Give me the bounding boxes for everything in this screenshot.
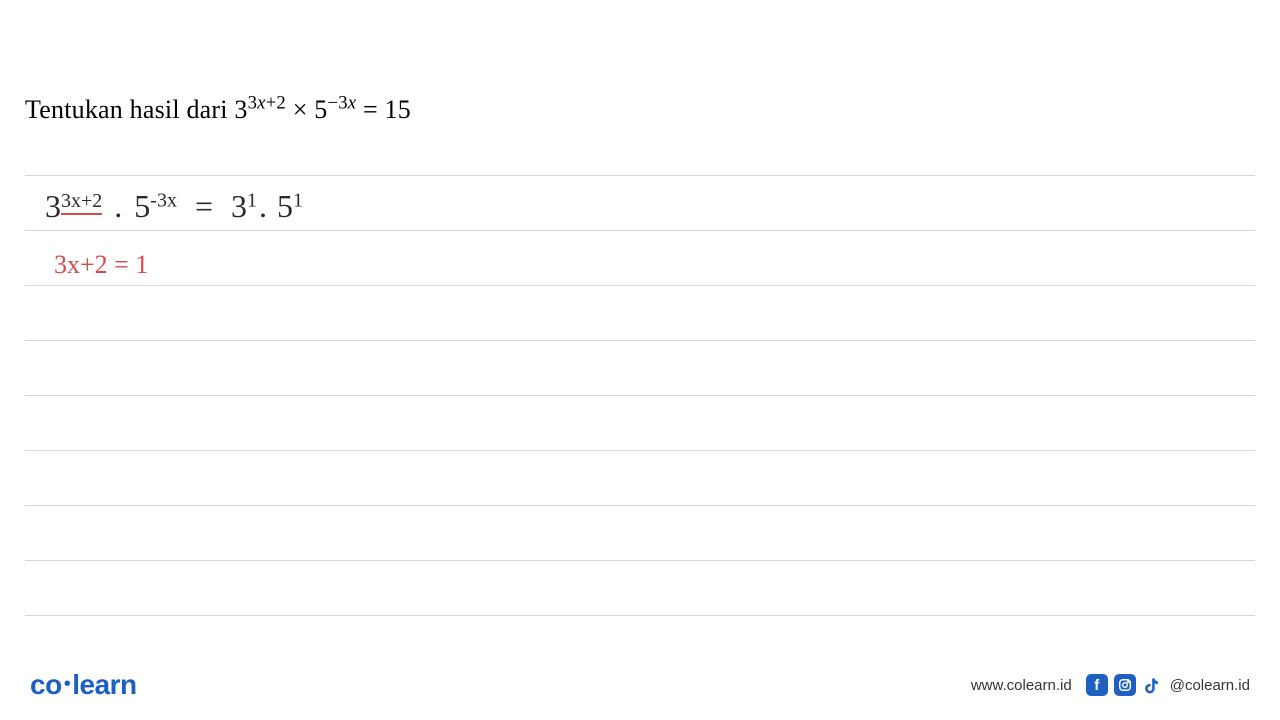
problem-statement: Tentukan hasil dari 33x+2 × 5−3x = 15: [0, 0, 1280, 125]
ruled-line: [25, 395, 1255, 396]
ruled-line: [25, 340, 1255, 341]
problem-prefix: Tentukan hasil dari: [25, 95, 234, 124]
handwriting-step-2: 3x+2 = 1: [54, 250, 148, 280]
exponent-1: 3x+2: [248, 92, 286, 113]
hw-base2: 5: [134, 188, 150, 224]
hw-dot1: .: [106, 188, 130, 224]
ruled-line: [25, 285, 1255, 286]
facebook-icon: f: [1086, 674, 1108, 696]
hw-eq: =: [187, 188, 221, 224]
hw-dot2: .: [259, 188, 275, 224]
exponent-2: −3x: [327, 92, 356, 113]
hw-exp1: 3x+2: [61, 190, 102, 215]
problem-text: Tentukan hasil dari 33x+2 × 5−3x = 15: [25, 95, 1255, 125]
ruled-line: [25, 505, 1255, 506]
base-2: 5: [314, 95, 327, 124]
logo-dot: •: [64, 673, 71, 695]
hw-exp4: 1: [293, 190, 303, 212]
ruled-line: [25, 615, 1255, 616]
hw-exp2: -3x: [150, 190, 177, 212]
instagram-icon: [1114, 674, 1136, 696]
hw-exp3: 1: [247, 190, 257, 212]
ruled-line: [25, 450, 1255, 451]
hw-base4: 5: [277, 188, 293, 224]
base-1: 3: [234, 95, 247, 124]
logo-co: co: [30, 669, 62, 700]
handwriting-step-1: 33x+2 . 5-3x = 31. 51: [45, 188, 303, 225]
equals-rhs: = 15: [356, 95, 411, 124]
tiktok-icon: [1142, 675, 1162, 695]
ruled-line: [25, 230, 1255, 231]
website-url: www.colearn.id: [971, 677, 1072, 694]
social-icons: f @colearn.id: [1086, 674, 1250, 696]
logo-learn: learn: [72, 669, 136, 700]
ruled-line: [25, 560, 1255, 561]
footer-right: www.colearn.id f @colearn.id: [971, 674, 1250, 696]
colearn-logo: co•learn: [30, 669, 137, 701]
lined-paper-area: [25, 175, 1255, 640]
multiply-sign: ×: [286, 95, 314, 124]
ruled-line: [25, 175, 1255, 176]
footer: co•learn www.colearn.id f @colearn.id: [0, 650, 1280, 720]
hw-base3: 3: [231, 188, 247, 224]
social-handle: @colearn.id: [1170, 677, 1250, 694]
hw-base1: 3: [45, 188, 61, 224]
